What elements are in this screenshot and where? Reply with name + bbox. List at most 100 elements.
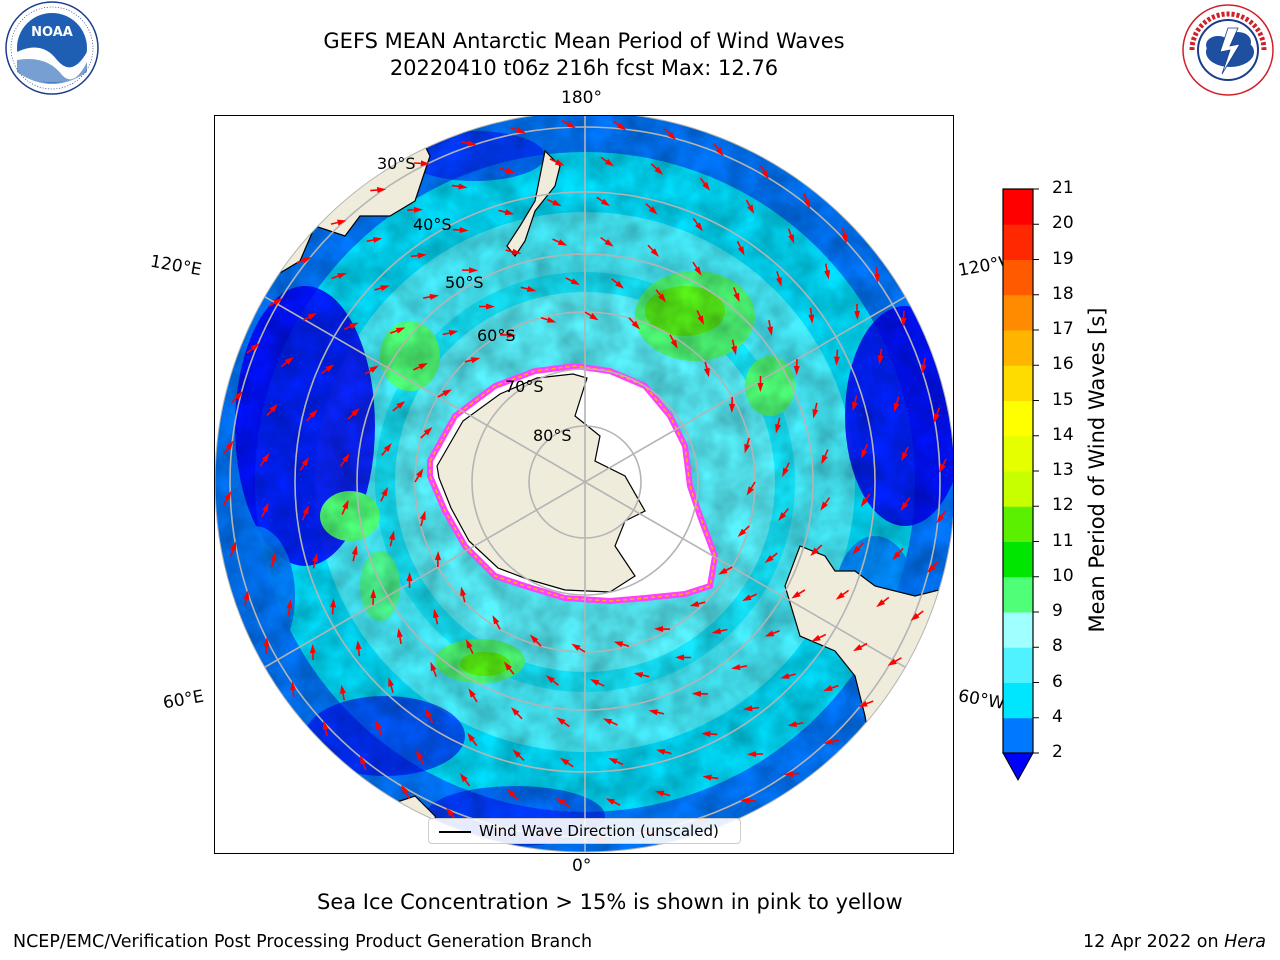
- wind-arrow-head: [570, 278, 581, 285]
- colorbar-segment: [1003, 471, 1033, 507]
- wind-arrow-head: [901, 451, 908, 462]
- wind-arrow-head: [309, 409, 318, 419]
- wind-arrow-head: [262, 502, 269, 513]
- wind-arrow-head: [467, 732, 475, 742]
- wind-arrow-head: [555, 797, 566, 806]
- colorbar-tick-label: 15: [1052, 389, 1074, 410]
- wind-arrow-head: [459, 227, 469, 234]
- wind-arrow-head: [910, 612, 920, 621]
- wind-arrow-head: [433, 608, 439, 619]
- wind-arrow-head: [648, 709, 659, 716]
- wind-arrow-head: [225, 440, 234, 450]
- wind-arrow-head: [250, 343, 260, 352]
- wind-arrow-head: [689, 600, 700, 607]
- colorbar-segment: [1003, 259, 1033, 296]
- wind-arrow-head: [325, 364, 335, 372]
- wind-arrow-head: [655, 748, 666, 755]
- wind-arrow-head: [853, 644, 863, 652]
- wind-arrow-head: [667, 131, 677, 141]
- wind-arrow-head: [243, 590, 250, 600]
- wind-arrow-head: [448, 330, 459, 336]
- wind-arrow-head: [876, 599, 886, 608]
- wind-arrow-head: [458, 183, 468, 190]
- wind-arrow-head: [783, 771, 794, 777]
- wind-arrow-head: [608, 757, 618, 765]
- wind-arrow-head: [694, 266, 702, 276]
- wind-arrow-head: [604, 158, 615, 167]
- footer-date-text: 12 Apr 2022 on: [1083, 932, 1225, 952]
- wind-arrow-head: [780, 673, 790, 679]
- wind-arrow-head: [858, 700, 868, 707]
- wind-arrow-head: [376, 187, 387, 193]
- wind-arrow-head: [938, 463, 946, 473]
- wind-arrow-head: [552, 199, 562, 207]
- wind-arrow-head: [617, 122, 627, 131]
- wind-arrow-head: [737, 246, 745, 256]
- colorbar-tick-label: 19: [1052, 248, 1074, 269]
- footer-producer: NCEP/EMC/Verification Post Processing Pr…: [13, 932, 593, 952]
- wind-arrow-head: [302, 257, 312, 264]
- wind-arrow-head: [469, 267, 479, 274]
- wind-arrow-head: [731, 664, 741, 671]
- lon-label-60w: 60°W: [956, 686, 1007, 714]
- wind-arrow-head: [615, 280, 625, 289]
- wind-arrow-head: [302, 505, 310, 515]
- colorbar-segment: [1003, 541, 1033, 578]
- colorbar-tick-label: 6: [1052, 671, 1063, 692]
- wind-arrow-head: [874, 273, 880, 284]
- colorbar-tick-label: 11: [1052, 530, 1074, 551]
- wind-arrow-head: [504, 209, 515, 216]
- footer-date: 12 Apr 2022 on Hera: [1083, 932, 1266, 952]
- colorbar-tick-label: 10: [1052, 565, 1074, 586]
- wind-arrow-head: [737, 528, 747, 538]
- wind-arrow-head: [468, 688, 476, 698]
- wind-arrow-head: [893, 402, 900, 413]
- wind-arrow-head: [744, 443, 751, 454]
- wind-arrow-head: [396, 400, 406, 409]
- wind-arrow-head: [854, 310, 861, 321]
- wind-arrow-head: [787, 721, 798, 727]
- colorbar-segment: [1003, 717, 1033, 754]
- wind-arrow-head: [430, 661, 437, 672]
- wind-arrow-head: [486, 303, 496, 310]
- wind-arrow-head: [459, 773, 468, 783]
- wind-arrow-head: [270, 551, 277, 562]
- wind-arrow-head: [529, 634, 539, 644]
- wind-arrow-head: [511, 248, 522, 255]
- wind-arrow-head: [775, 423, 781, 434]
- wind-arrow-head: [648, 206, 658, 215]
- wind-arrow-head: [933, 413, 940, 423]
- wind-arrow-head: [658, 293, 667, 303]
- wind-arrow-head: [613, 641, 624, 648]
- wind-arrow-head: [375, 720, 382, 730]
- wind-arrow-head: [835, 592, 845, 600]
- wind-arrow-head: [263, 637, 270, 647]
- wind-arrow-head: [764, 555, 774, 564]
- wind-arrow-head: [467, 140, 477, 147]
- lat-label-30s: 30°S: [377, 154, 416, 173]
- wind-arrow-head: [747, 204, 755, 214]
- colorbar-tick-label: 16: [1052, 354, 1074, 375]
- wind-arrow-head: [670, 339, 678, 349]
- polar-map: 30°S 40°S 50°S 60°S 70°S 80°S: [214, 115, 954, 854]
- wind-arrow-head: [372, 237, 383, 243]
- wind-arrow-head: [286, 599, 293, 609]
- wind-arrow-head: [852, 545, 861, 555]
- map-canvas: 30°S 40°S 50°S 60°S 70°S 80°S: [215, 116, 953, 853]
- wind-arrow-head: [418, 363, 428, 370]
- colorbar-segment: [1003, 612, 1033, 648]
- wind-arrow-head: [360, 755, 367, 765]
- wind-arrow-head: [851, 401, 858, 412]
- wind-arrow-head: [793, 366, 800, 376]
- wind-arrow-head: [492, 615, 500, 625]
- colorbar-title: Mean Period of Wind Waves [s]: [1085, 307, 1109, 633]
- wind-arrow-head: [761, 170, 769, 180]
- map-legend: Wind Wave Direction (unscaled): [428, 818, 741, 844]
- colorbar-tick-label: 8: [1052, 636, 1063, 657]
- wind-arrow-head: [860, 497, 869, 507]
- lon-label-0: 0°: [572, 856, 592, 876]
- wind-arrow-head: [342, 453, 350, 463]
- wind-arrow-head: [309, 643, 316, 654]
- wind-arrow-head: [877, 355, 884, 365]
- wind-arrow-head: [823, 685, 833, 692]
